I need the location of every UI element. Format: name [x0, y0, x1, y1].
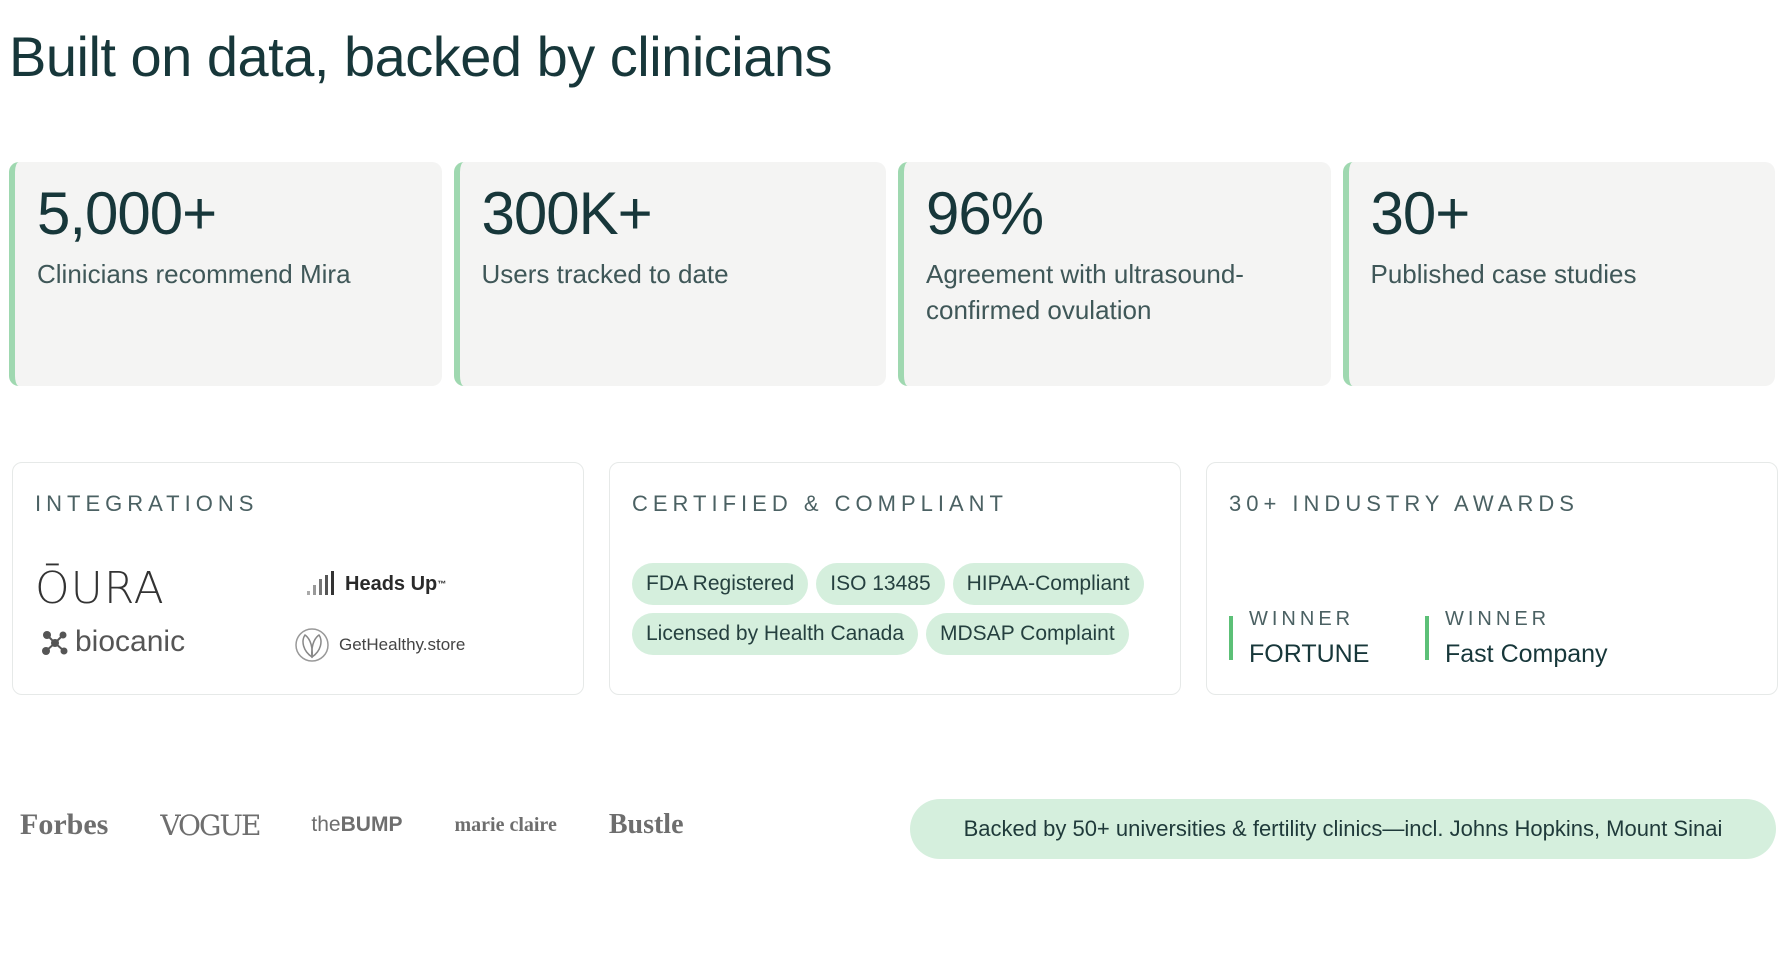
molecule-icon: [42, 631, 68, 655]
stat-label: Users tracked to date: [481, 259, 729, 289]
the-bump-prefix: the: [311, 813, 341, 836]
hipaa-badge: HIPAA-Compliant: [952, 563, 1144, 605]
award-status: WINNER: [1445, 608, 1551, 630]
award-item: WINNER FORTUNE: [1229, 608, 1389, 668]
stat-card: 5,000+ Clinicians recommend Mira: [9, 162, 442, 386]
stat-card: 300K+ Users tracked to date: [453, 162, 886, 386]
fda-badge: FDA Registered: [632, 563, 809, 605]
integrations-logos: ŌURA Heads Up ™: [35, 563, 555, 673]
stat-value: 30+: [1370, 180, 1471, 247]
award-name: Fast Company: [1445, 640, 1608, 668]
page-title: Built on data, backed by clinicians: [9, 25, 833, 88]
certification-badges: FDA Registered ISO 13485 HIPAA-Compliant…: [632, 563, 1172, 655]
trust-cards: INTEGRATIONS ŌURA Heads Up ™: [12, 462, 1778, 695]
stats-row: 5,000+ Clinicians recommend Mira 300K+ U…: [9, 162, 1775, 386]
oura-logo-text: ŌURA: [35, 563, 165, 614]
forbes-logo: Forbes: [20, 808, 109, 841]
integrations-title: INTEGRATIONS: [35, 491, 259, 516]
biocanic-logo-text: biocanic: [75, 625, 186, 658]
awards-list: WINNER FORTUNE WINNER Fast Company: [1229, 608, 1625, 668]
integrations-card: INTEGRATIONS ŌURA Heads Up ™: [12, 462, 584, 695]
the-bump-logo: theBUMP: [311, 813, 402, 837]
gethealthy-logo-text: GetHealthy.store: [339, 635, 466, 654]
awards-card: 30+ INDUSTRY AWARDS WINNER FORTUNE WINNE…: [1206, 462, 1778, 695]
gethealthy-logo: GetHealthy.store: [293, 627, 465, 663]
the-bump-name: BUMP: [340, 813, 403, 836]
stat-value: 5,000+: [37, 180, 217, 247]
stat-card: 30+ Published case studies: [1342, 162, 1775, 386]
award-name: FORTUNE: [1249, 640, 1370, 668]
mdsap-badge: MDSAP Complaint: [926, 613, 1129, 655]
award-status: WINNER: [1249, 608, 1355, 630]
award-item: WINNER Fast Company: [1425, 608, 1625, 668]
stat-value: 300K+: [481, 180, 653, 247]
awards-title: 30+ INDUSTRY AWARDS: [1229, 491, 1579, 516]
headsup-logo: Heads Up ™: [305, 569, 446, 599]
headsup-logo-text: Heads Up: [345, 572, 438, 595]
marie-claire-logo: marie claire: [454, 813, 557, 836]
iso-badge: ISO 13485: [816, 563, 945, 605]
certified-title: CERTIFIED & COMPLIANT: [632, 491, 1008, 516]
vogue-logo: VOGUE: [160, 808, 261, 842]
stat-card: 96% Agreement with ultrasound-confirmed …: [898, 162, 1331, 386]
stat-label: Clinicians recommend Mira: [37, 259, 351, 289]
bustle-logo: Bustle: [608, 809, 684, 840]
certified-card: CERTIFIED & COMPLIANT FDA Registered ISO…: [609, 462, 1181, 695]
stat-label: Published case studies: [1370, 259, 1637, 289]
press-logos: Forbes VOGUE theBUMP marie claire Bustle: [20, 808, 684, 842]
leaf-icon: [295, 628, 329, 662]
bar-chart-icon: [307, 571, 334, 595]
health-canada-badge: Licensed by Health Canada: [632, 613, 919, 655]
stat-value: 96%: [926, 180, 1044, 247]
biocanic-logo: biocanic: [39, 625, 185, 659]
backed-by-banner: Backed by 50+ universities & fertility c…: [910, 799, 1776, 859]
stat-label: Agreement with ultrasound-confirmed ovul…: [926, 259, 1244, 325]
oura-logo: ŌURA: [35, 563, 165, 614]
